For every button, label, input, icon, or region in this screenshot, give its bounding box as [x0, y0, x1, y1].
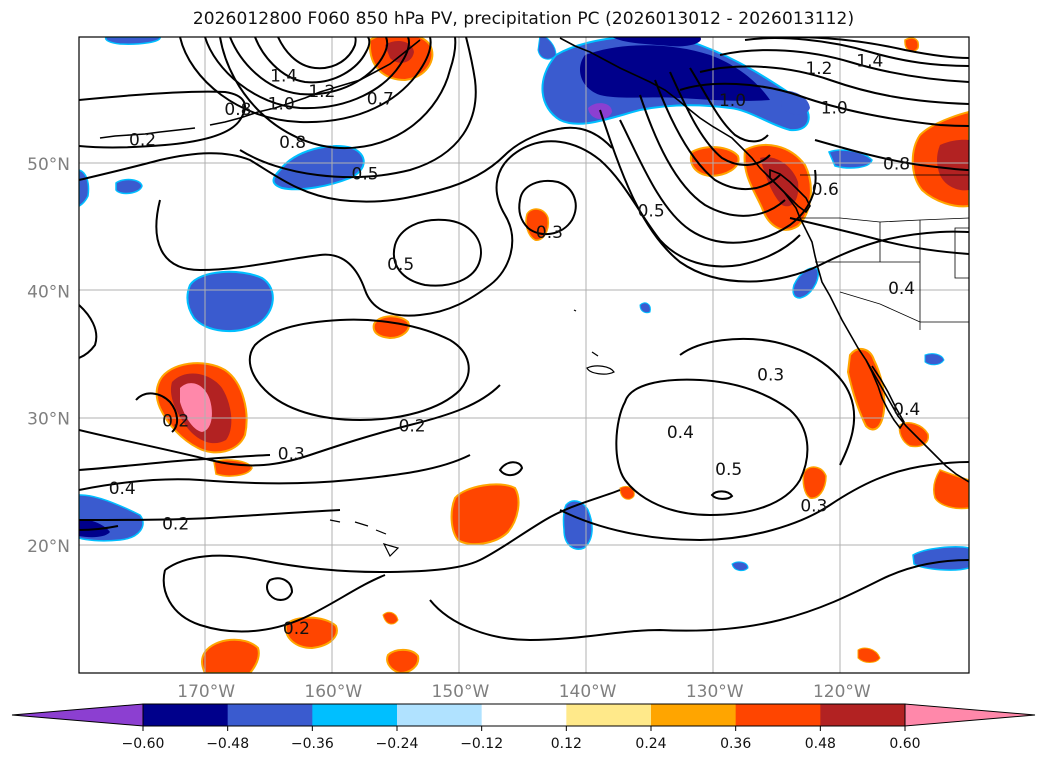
lon-label: 170°W — [177, 682, 235, 702]
colorbar: −0.60 −0.48 −0.36 −0.24 −0.12 0.12 0.24 0.36 0.4… — [11, 703, 1036, 752]
contour-label: 0.3 — [800, 497, 827, 517]
contour-label: 0.8 — [883, 154, 910, 174]
colorbar-swatch — [143, 704, 229, 726]
contour-label: 1.4 — [856, 51, 883, 71]
contour-label: 0.3 — [536, 223, 563, 243]
colorbar-tick-label: 0.36 — [720, 736, 751, 752]
coastlines — [99, 37, 969, 483]
contour-label: 0.5 — [352, 165, 379, 185]
colorbar-tick-label: 0.48 — [805, 736, 836, 752]
contour-label: 0.8 — [279, 133, 306, 153]
contour-label: 0.5 — [387, 255, 414, 275]
plot-area: 1.4 1.2 1.0 0.8 0.8 0.7 0.5 0.2 0.5 0.3 0.5 1.0 1.2 1… — [79, 37, 969, 673]
contour-label: 1.2 — [308, 82, 335, 102]
contour-label: 0.2 — [283, 619, 310, 639]
colorbar-tick-label: −0.12 — [460, 736, 503, 752]
contour-label: 1.4 — [270, 67, 297, 87]
political-borders — [800, 174, 969, 330]
contour-label: 1.2 — [805, 59, 832, 79]
colorbar-tick-label: 0.60 — [889, 736, 920, 752]
lon-label: 160°W — [304, 682, 362, 702]
map-title: 2026012800 F060 850 hPa PV, precipitatio… — [192, 9, 855, 29]
contour-label: 0.2 — [162, 411, 189, 431]
contour-labels: 1.4 1.2 1.0 0.8 0.8 0.7 0.5 0.2 0.5 0.3 0.5 1.0 1.2 1… — [109, 51, 921, 639]
contour-label: 0.2 — [129, 130, 156, 150]
colorbar-extend-low — [11, 703, 144, 727]
colorbar-swatch — [397, 704, 483, 726]
contour-label: 0.7 — [367, 90, 394, 110]
contour-label: 0.3 — [757, 366, 784, 386]
latitude-labels: 50°N 40°N 30°N 20°N — [27, 155, 70, 557]
contour-label: 0.8 — [224, 100, 251, 120]
contour-label: 0.4 — [888, 279, 915, 299]
colorbar-swatch — [820, 704, 906, 726]
graticule — [79, 37, 969, 673]
colorbar-extend-high — [904, 703, 1036, 727]
map-frame — [78, 36, 970, 674]
contour-label: 0.2 — [162, 514, 189, 534]
colorbar-swatch — [566, 704, 652, 726]
contour-label: 1.0 — [821, 99, 848, 119]
contour-label: 0.4 — [893, 400, 920, 420]
contour-label: 0.5 — [638, 202, 665, 222]
colorbar-swatch — [312, 704, 398, 726]
colorbar-tick-label: −0.60 — [122, 736, 165, 752]
lat-label: 40°N — [27, 282, 70, 302]
contour-label: 0.2 — [399, 417, 426, 437]
colorbar-tick-label: −0.36 — [291, 736, 334, 752]
contour-label: 1.0 — [719, 91, 746, 111]
colorbar-tick-label: 0.12 — [551, 736, 582, 752]
colorbar-swatch — [735, 704, 821, 726]
islands — [329, 309, 615, 558]
lon-label: 150°W — [432, 682, 490, 702]
contour-label: 1.0 — [268, 95, 295, 115]
colorbar-frame — [142, 703, 906, 727]
lon-label: 130°W — [686, 682, 744, 702]
contour-label: 0.3 — [278, 444, 305, 464]
contour-label: 0.4 — [667, 423, 694, 443]
longitude-labels: 170°W 160°W 150°W 140°W 130°W 120°W — [177, 682, 871, 702]
lat-label: 20°N — [27, 537, 70, 557]
contour-label: 0.6 — [812, 180, 839, 200]
lat-label: 50°N — [27, 155, 70, 175]
colorbar-swatch — [651, 704, 737, 726]
colorbar-tick-label: −0.48 — [206, 736, 249, 752]
colorbar-swatch — [481, 704, 567, 726]
colorbar-tick-label: 0.24 — [635, 736, 666, 752]
lat-label: 30°N — [27, 410, 70, 430]
contour-label: 0.4 — [109, 479, 136, 499]
lon-label: 120°W — [813, 682, 871, 702]
colorbar-swatch — [227, 704, 313, 726]
contour-label: 0.5 — [715, 460, 742, 480]
lon-label: 140°W — [559, 682, 617, 702]
colorbar-tick-label: −0.24 — [376, 736, 419, 752]
pv-contours — [79, 37, 969, 642]
